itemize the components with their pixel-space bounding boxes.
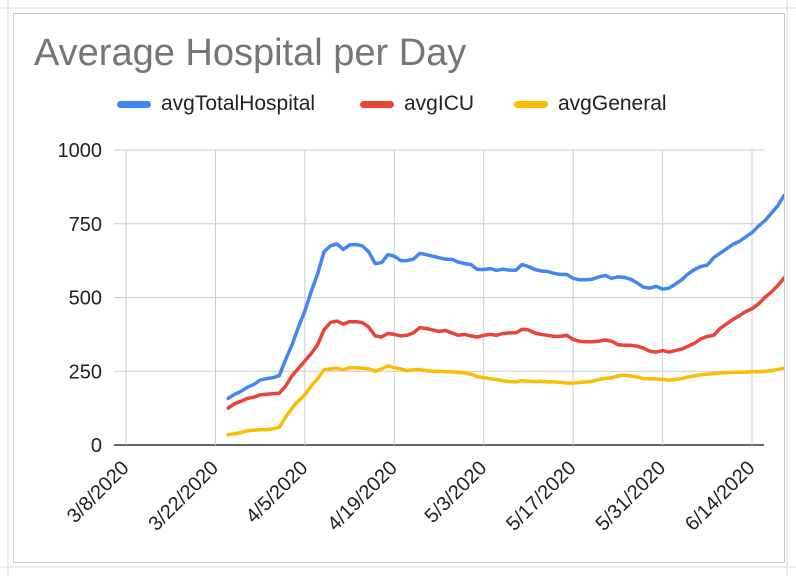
plot-area: 0 250 500 750 1000 3/8/2020 3/22/2020 4/5/2020 4… [58,140,784,535]
y-tick-label: 250 [69,361,102,383]
x-tick-label: 4/19/2020 [323,457,401,535]
chart-card[interactable]: Average Hospital per Day avgTotalHospita… [13,13,785,563]
legend-label-avgTotalHospital: avgTotalHospital [161,92,316,115]
x-tick-label: 3/8/2020 [63,457,134,528]
y-tick-label: 500 [69,288,102,310]
series-line-avgTotalHospital [226,193,784,401]
legend-swatch-avgGeneral [514,100,548,108]
legend-swatch-avgICU [360,100,394,108]
series-line-avgGeneral [226,364,784,437]
x-tick-label: 4/5/2020 [242,457,313,528]
legend-item-avgGeneral[interactable]: avgGeneral [514,92,667,116]
chart-title: Average Hospital per Day [34,32,467,74]
y-tick-label: 750 [69,214,102,236]
x-tick-label: 5/31/2020 [592,457,670,535]
y-tick-label: 0 [91,435,102,457]
legend-item-avgTotalHospital[interactable]: avgTotalHospital [117,92,315,116]
x-tick-label: 5/17/2020 [502,457,580,535]
legend: avgTotalHospital avgICU avgGeneral [14,92,784,120]
x-tick-label: 3/22/2020 [144,457,222,535]
x-tick-label: 6/14/2020 [681,457,759,535]
y-tick-label: 1000 [58,140,103,162]
legend-label-avgICU: avgICU [404,92,475,115]
x-tick-label: 5/3/2020 [421,457,492,528]
legend-item-avgICU[interactable]: avgICU [360,92,474,116]
series-line-avgICU [226,275,784,410]
legend-swatch-avgTotalHospital [117,100,151,108]
legend-label-avgGeneral: avgGeneral [558,92,667,115]
